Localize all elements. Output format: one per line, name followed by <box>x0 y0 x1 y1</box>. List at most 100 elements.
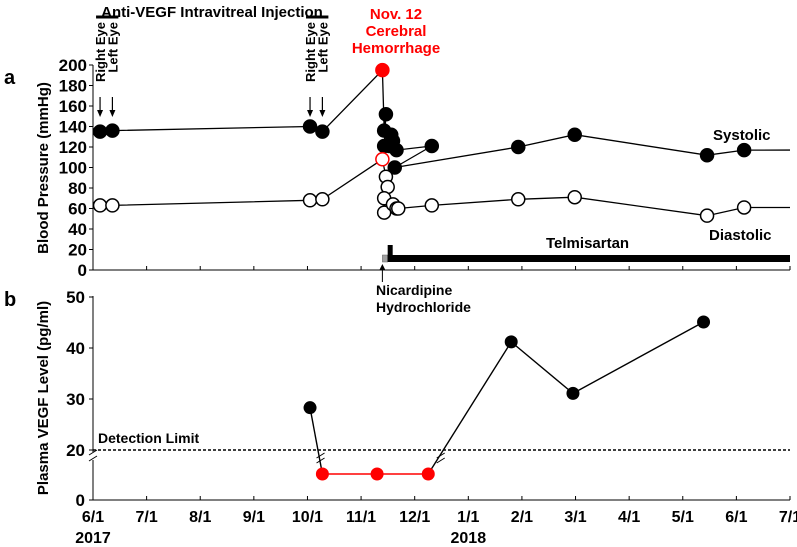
nicardipine-bar <box>382 254 388 263</box>
telmisartan-bar <box>387 255 790 262</box>
diastolic-point <box>424 198 440 213</box>
arrowhead-icon <box>109 110 116 117</box>
vegf-line <box>427 341 512 475</box>
y-tick-label: 140 <box>59 118 87 137</box>
x-tick-label: 4/1 <box>618 509 640 526</box>
detection-limit-label: Detection Limit <box>98 430 199 446</box>
y-axis-label-b: Plasma VEGF Level (pg/ml) <box>35 301 52 495</box>
panel-label-b: b <box>4 289 16 311</box>
systolic-point <box>389 142 404 158</box>
chart-title: Anti-VEGF Intravitreal Injection <box>101 4 323 21</box>
telmisartan-label: Telmisartan <box>546 235 629 252</box>
below-limit-point <box>370 467 384 481</box>
y-tick-label: 40 <box>66 339 85 358</box>
x-tick-label: 7/1 <box>779 509 797 526</box>
diastolic-point <box>302 193 318 208</box>
x-tick-label: 1/1 <box>457 509 479 526</box>
nicardipine-label-2: Hydrochloride <box>376 299 471 315</box>
x-tick-label: 12/1 <box>399 509 430 526</box>
y-tick-label: 0 <box>76 491 85 510</box>
y-tick-label: 180 <box>59 77 87 96</box>
below-limit-point <box>315 467 329 481</box>
y-tick-label: 20 <box>68 241 87 260</box>
panel-b: 0 20 30 40 50 6/1 7/1 8/1 9/1 10/1 11/1 12/1 1/1 2/1 3… <box>66 288 797 547</box>
x-tick-label: 10/1 <box>292 509 323 526</box>
injection-eye-label: Right Eye <box>93 22 108 82</box>
diastolic-point <box>567 189 582 205</box>
diastolic-point <box>105 198 120 213</box>
telmisartan-step <box>387 245 393 262</box>
event-label-1: Nov. 12 <box>370 6 422 23</box>
diastolic-point <box>391 201 406 216</box>
x-tick-label: 11/1 <box>346 509 376 526</box>
x-tick-label: 7/1 <box>135 509 157 526</box>
x-tick-label: 8/1 <box>189 509 211 526</box>
y-tick-label: 80 <box>68 179 87 198</box>
y-tick-label: 0 <box>78 261 87 280</box>
y-tick-label: 20 <box>66 441 85 460</box>
systolic-point <box>424 138 440 154</box>
diastolic-point <box>375 152 390 167</box>
event-label-3: Hemorrhage <box>352 40 440 57</box>
diastolic-line <box>100 158 791 217</box>
y-tick-label: 100 <box>59 159 87 178</box>
arrowhead-icon <box>319 110 326 117</box>
injection-eye-label: Left Eye <box>315 22 330 73</box>
y-tick-label: 160 <box>59 97 87 116</box>
year-label: 2018 <box>451 530 487 547</box>
systolic-point <box>375 62 390 78</box>
x-tick-label: 9/1 <box>243 509 265 526</box>
systolic-point <box>736 142 752 158</box>
event-label-2: Cerebral <box>366 23 427 40</box>
line-break-icon <box>316 452 325 464</box>
nicardipine-label-1: Nicardipine <box>376 282 452 298</box>
vegf-line <box>572 321 704 395</box>
y-tick-label: 120 <box>59 138 87 157</box>
year-label: 2017 <box>75 530 111 547</box>
injection-eye-label: Right Eye <box>303 22 318 82</box>
systolic-point <box>699 147 715 163</box>
vegf-point <box>566 386 580 400</box>
diastolic-label: Diastolic <box>709 227 772 244</box>
systolic-point <box>302 119 318 134</box>
diastolic-point <box>315 192 330 207</box>
vegf-line <box>309 407 324 475</box>
x-tick-label: 2/1 <box>511 509 533 526</box>
systolic-line <box>100 68 791 169</box>
y-tick-label: 200 <box>59 56 87 75</box>
vegf-point <box>303 401 317 415</box>
diastolic-point <box>736 200 752 215</box>
y-tick-label: 60 <box>68 200 87 219</box>
systolic-point <box>387 160 402 175</box>
y-tick-label: 30 <box>66 390 85 409</box>
x-tick-label: 6/1 <box>82 509 104 526</box>
systolic-point <box>105 123 120 138</box>
diastolic-point <box>699 208 715 223</box>
below-limit-point <box>421 467 435 481</box>
y-tick-label: 50 <box>66 288 85 307</box>
diastolic-point <box>511 192 526 207</box>
systolic-point <box>92 124 108 139</box>
systolic-label: Systolic <box>713 127 771 144</box>
arrowhead-icon <box>307 110 314 117</box>
systolic-point <box>378 106 394 122</box>
x-tick-label: 5/1 <box>672 509 694 526</box>
axis-break-icon <box>88 449 98 462</box>
injection-eye-label: Left Eye <box>105 22 120 73</box>
systolic-point <box>567 127 582 142</box>
vegf-point <box>697 315 711 329</box>
x-tick-label: 6/1 <box>725 509 747 526</box>
line-break-icon <box>436 452 445 464</box>
systolic-point <box>511 139 526 155</box>
systolic-point <box>315 124 330 139</box>
panel-label-a: a <box>4 67 16 89</box>
arrowhead-icon <box>379 264 386 270</box>
diastolic-point <box>92 198 108 213</box>
arrowhead-icon <box>97 110 104 117</box>
vegf-point <box>504 335 518 349</box>
y-tick-label: 40 <box>68 220 87 239</box>
y-axis-label-a: Blood Pressure (mmHg) <box>35 82 52 254</box>
vegf-line <box>510 341 574 394</box>
